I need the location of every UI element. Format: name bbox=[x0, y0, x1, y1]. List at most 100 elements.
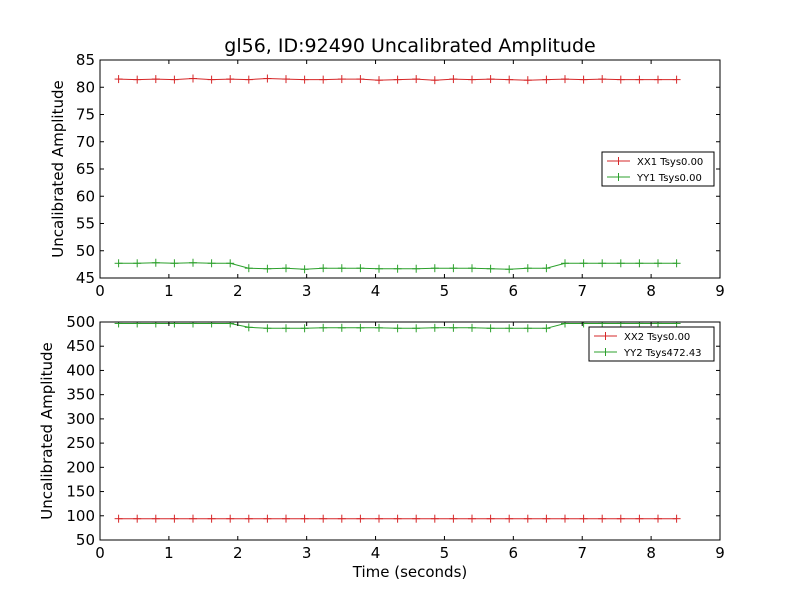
data-point bbox=[263, 264, 272, 273]
data-point bbox=[170, 75, 179, 84]
data-point bbox=[579, 259, 588, 268]
data-point bbox=[337, 514, 346, 523]
data-point bbox=[616, 514, 625, 523]
y-tick-label: 300 bbox=[66, 410, 95, 428]
data-point bbox=[654, 514, 662, 523]
data-point bbox=[616, 322, 625, 328]
y-tick-label: 250 bbox=[66, 434, 95, 452]
data-point bbox=[654, 322, 662, 328]
data-point bbox=[133, 322, 142, 328]
data-point bbox=[300, 514, 309, 523]
bottom-y-axis-label: Uncalibrated Amplitude bbox=[38, 342, 56, 519]
y-tick-label: 75 bbox=[76, 106, 95, 124]
data-point bbox=[356, 75, 365, 84]
data-point bbox=[170, 259, 179, 268]
y-tick-label: 50 bbox=[76, 531, 95, 549]
data-point bbox=[300, 75, 309, 84]
data-point bbox=[263, 74, 272, 83]
data-point bbox=[151, 75, 160, 84]
data-point bbox=[505, 514, 514, 523]
data-point bbox=[244, 514, 253, 523]
data-point bbox=[207, 322, 216, 328]
top-y-axis-label: Uncalibrated Amplitude bbox=[49, 80, 67, 257]
data-point bbox=[598, 322, 607, 328]
x-tick-label: 8 bbox=[646, 544, 656, 562]
data-point bbox=[319, 264, 328, 273]
data-point bbox=[282, 514, 290, 523]
data-point bbox=[226, 514, 235, 523]
data-point bbox=[337, 323, 346, 332]
data-point bbox=[468, 514, 476, 523]
data-point bbox=[263, 514, 272, 523]
legend-item: YY2 Tsys472.43 bbox=[594, 348, 702, 359]
data-point bbox=[542, 514, 551, 523]
data-point bbox=[412, 75, 421, 84]
data-point bbox=[114, 514, 123, 523]
data-point bbox=[542, 264, 551, 273]
top-subplot-marks bbox=[114, 74, 681, 274]
data-point bbox=[375, 514, 383, 523]
data-point bbox=[133, 75, 142, 84]
data-point bbox=[375, 264, 383, 273]
legend-item: YY1 Tsys0.00 bbox=[607, 173, 702, 184]
data-point bbox=[449, 75, 458, 84]
data-point bbox=[561, 514, 569, 523]
data-point bbox=[486, 264, 495, 273]
data-point bbox=[114, 259, 123, 268]
x-tick-label: 6 bbox=[509, 282, 519, 300]
data-point bbox=[523, 514, 532, 523]
data-point bbox=[672, 322, 681, 328]
data-point bbox=[189, 74, 197, 83]
data-point bbox=[635, 514, 644, 523]
data-point bbox=[523, 324, 532, 333]
data-point bbox=[263, 324, 272, 333]
data-point bbox=[207, 75, 216, 84]
legend-box bbox=[601, 151, 715, 187]
data-point bbox=[523, 264, 532, 273]
data-point bbox=[616, 259, 625, 268]
data-point bbox=[468, 323, 476, 332]
data-point bbox=[114, 75, 123, 84]
data-point bbox=[151, 322, 160, 328]
x-tick-label: 5 bbox=[440, 544, 450, 562]
data-point bbox=[189, 258, 197, 267]
data-point bbox=[542, 324, 551, 333]
data-point bbox=[449, 264, 458, 273]
data-point bbox=[579, 75, 588, 84]
data-point bbox=[430, 514, 439, 523]
data-point bbox=[616, 75, 625, 84]
data-point bbox=[300, 265, 309, 274]
data-point bbox=[337, 75, 346, 84]
y-tick-label: 400 bbox=[66, 361, 95, 379]
y-tick-label: 55 bbox=[76, 215, 95, 233]
data-point bbox=[486, 514, 495, 523]
data-point bbox=[133, 259, 142, 268]
data-point bbox=[505, 75, 514, 84]
y-tick-label: 500 bbox=[66, 313, 95, 331]
data-point bbox=[449, 514, 458, 523]
y-tick-label: 45 bbox=[76, 269, 95, 287]
data-point bbox=[356, 264, 365, 273]
bottom-x-axis-label: Time (seconds) bbox=[352, 563, 468, 581]
data-point bbox=[579, 514, 588, 523]
data-point bbox=[170, 322, 179, 328]
data-point bbox=[635, 322, 644, 328]
data-point bbox=[375, 76, 383, 85]
data-point bbox=[393, 514, 402, 523]
data-point bbox=[319, 514, 328, 523]
data-point bbox=[282, 324, 290, 333]
data-point bbox=[282, 264, 290, 273]
x-tick-label: 0 bbox=[95, 544, 105, 562]
top-legend: XX1 Tsys0.00 YY1 Tsys0.00 bbox=[601, 151, 715, 187]
top-subplot: gl56, ID:92490 Uncalibrated Amplitude 0 1… bbox=[49, 35, 725, 300]
x-tick-label: 7 bbox=[577, 282, 587, 300]
y-tick-label: 65 bbox=[76, 160, 95, 178]
data-point bbox=[412, 264, 421, 273]
y-tick-label: 200 bbox=[66, 458, 95, 476]
data-point bbox=[114, 322, 123, 328]
y-tick-label: 350 bbox=[66, 386, 95, 404]
data-point bbox=[635, 259, 644, 268]
data-point bbox=[244, 75, 253, 84]
data-point bbox=[412, 324, 421, 333]
